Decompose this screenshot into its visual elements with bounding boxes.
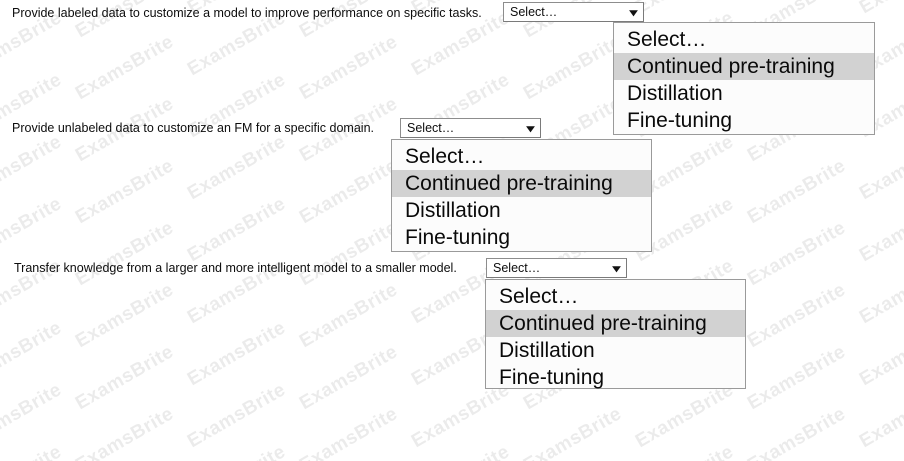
option-item[interactable]: Continued pre-training — [486, 310, 745, 337]
option-panel-3[interactable]: Select… Continued pre-training Distillat… — [485, 279, 746, 389]
question-prompt-2: Provide unlabeled data to customize an F… — [12, 121, 374, 135]
option-item[interactable]: Fine-tuning — [405, 226, 511, 249]
question-prompt-1: Provide labeled data to customize a mode… — [12, 6, 482, 20]
chevron-down-icon — [629, 9, 638, 16]
select-value-1: Select… — [510, 5, 558, 19]
chevron-down-icon — [612, 265, 621, 272]
option-item[interactable]: Distillation — [405, 199, 501, 222]
option-item[interactable]: Fine-tuning — [627, 109, 733, 132]
option-panel-1[interactable]: Select… Continued pre-training Distillat… — [613, 22, 875, 135]
option-item[interactable]: Fine-tuning — [499, 366, 605, 389]
option-item[interactable]: Continued pre-training — [614, 53, 874, 80]
select-dropdown-1[interactable]: Select… — [503, 2, 644, 22]
select-value-2: Select… — [407, 121, 455, 135]
select-value-3: Select… — [493, 261, 541, 275]
option-item[interactable]: Distillation — [627, 82, 723, 105]
option-panel-2[interactable]: Select… Continued pre-training Distillat… — [391, 139, 652, 252]
question-prompt-3: Transfer knowledge from a larger and mor… — [14, 261, 457, 275]
select-dropdown-2[interactable]: Select… — [400, 118, 541, 138]
option-item[interactable]: Select… — [405, 145, 485, 168]
chevron-down-icon — [526, 125, 535, 132]
select-dropdown-3[interactable]: Select… — [486, 258, 627, 278]
option-item[interactable]: Select… — [499, 285, 579, 308]
option-item[interactable]: Distillation — [499, 339, 595, 362]
option-item[interactable]: Continued pre-training — [392, 170, 651, 197]
option-item[interactable]: Select… — [627, 28, 707, 51]
